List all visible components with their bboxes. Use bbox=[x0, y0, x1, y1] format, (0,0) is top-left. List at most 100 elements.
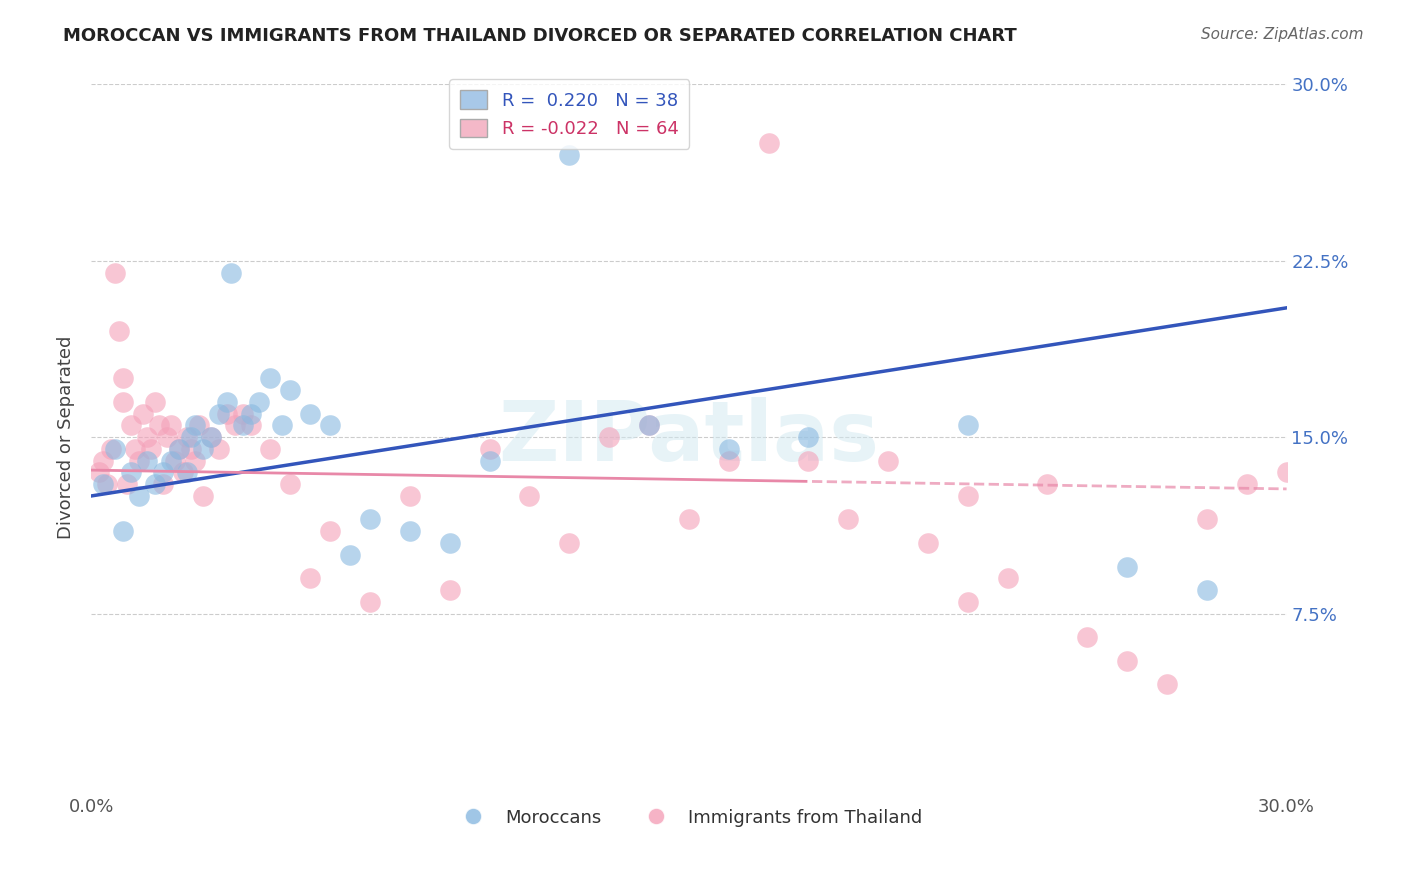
Point bbox=[280, 383, 302, 397]
Point bbox=[259, 442, 281, 456]
Point bbox=[143, 477, 166, 491]
Point bbox=[136, 453, 159, 467]
Point bbox=[176, 466, 198, 480]
Point bbox=[558, 536, 581, 550]
Point bbox=[163, 453, 186, 467]
Point bbox=[519, 489, 541, 503]
Point bbox=[259, 371, 281, 385]
Point bbox=[280, 477, 302, 491]
Point bbox=[678, 512, 700, 526]
Point bbox=[172, 466, 194, 480]
Point bbox=[439, 582, 461, 597]
Point bbox=[1315, 466, 1337, 480]
Point bbox=[96, 477, 118, 491]
Point bbox=[100, 442, 122, 456]
Point bbox=[558, 148, 581, 162]
Point bbox=[128, 453, 150, 467]
Point bbox=[148, 418, 170, 433]
Point bbox=[956, 418, 979, 433]
Point bbox=[956, 489, 979, 503]
Point bbox=[299, 407, 322, 421]
Point bbox=[91, 453, 114, 467]
Point bbox=[215, 395, 238, 409]
Point bbox=[219, 266, 242, 280]
Point bbox=[112, 524, 135, 539]
Point bbox=[1116, 654, 1139, 668]
Point bbox=[1195, 512, 1218, 526]
Point bbox=[247, 395, 270, 409]
Point bbox=[200, 430, 222, 444]
Point bbox=[478, 442, 501, 456]
Point bbox=[232, 418, 254, 433]
Point bbox=[717, 442, 740, 456]
Point bbox=[478, 453, 501, 467]
Point bbox=[439, 536, 461, 550]
Point bbox=[598, 430, 620, 444]
Point bbox=[136, 430, 159, 444]
Point bbox=[120, 418, 142, 433]
Point bbox=[1116, 559, 1139, 574]
Point bbox=[152, 466, 174, 480]
Point bbox=[191, 489, 214, 503]
Point bbox=[1076, 630, 1098, 644]
Point bbox=[208, 407, 231, 421]
Point bbox=[399, 524, 422, 539]
Point bbox=[997, 571, 1019, 585]
Text: MOROCCAN VS IMMIGRANTS FROM THAILAND DIVORCED OR SEPARATED CORRELATION CHART: MOROCCAN VS IMMIGRANTS FROM THAILAND DIV… bbox=[63, 27, 1017, 45]
Point bbox=[299, 571, 322, 585]
Point bbox=[758, 136, 780, 151]
Point bbox=[160, 418, 183, 433]
Point bbox=[239, 407, 262, 421]
Point bbox=[877, 453, 900, 467]
Point bbox=[797, 430, 820, 444]
Point bbox=[339, 548, 361, 562]
Point bbox=[1156, 677, 1178, 691]
Point bbox=[112, 371, 135, 385]
Point bbox=[184, 453, 207, 467]
Point bbox=[184, 418, 207, 433]
Legend: Moroccans, Immigrants from Thailand: Moroccans, Immigrants from Thailand bbox=[447, 801, 929, 834]
Point bbox=[638, 418, 661, 433]
Point bbox=[1236, 477, 1258, 491]
Point bbox=[956, 595, 979, 609]
Point bbox=[215, 407, 238, 421]
Point bbox=[638, 418, 661, 433]
Point bbox=[187, 418, 209, 433]
Point bbox=[224, 418, 246, 433]
Point bbox=[108, 324, 131, 338]
Text: ZIPatlas: ZIPatlas bbox=[498, 397, 879, 478]
Point bbox=[797, 453, 820, 467]
Point bbox=[115, 477, 138, 491]
Point bbox=[104, 442, 127, 456]
Point bbox=[124, 442, 146, 456]
Point bbox=[191, 442, 214, 456]
Point bbox=[152, 477, 174, 491]
Point bbox=[917, 536, 939, 550]
Point bbox=[319, 524, 342, 539]
Point bbox=[91, 477, 114, 491]
Point bbox=[180, 442, 202, 456]
Point bbox=[399, 489, 422, 503]
Point bbox=[271, 418, 294, 433]
Point bbox=[200, 430, 222, 444]
Point bbox=[359, 512, 381, 526]
Point bbox=[837, 512, 859, 526]
Point bbox=[167, 442, 190, 456]
Point bbox=[1036, 477, 1059, 491]
Point bbox=[232, 407, 254, 421]
Point bbox=[160, 453, 183, 467]
Point bbox=[239, 418, 262, 433]
Point bbox=[87, 466, 110, 480]
Point bbox=[359, 595, 381, 609]
Y-axis label: Divorced or Separated: Divorced or Separated bbox=[58, 335, 75, 539]
Text: Source: ZipAtlas.com: Source: ZipAtlas.com bbox=[1201, 27, 1364, 42]
Point bbox=[180, 430, 202, 444]
Point bbox=[128, 489, 150, 503]
Point bbox=[104, 266, 127, 280]
Point bbox=[139, 442, 162, 456]
Point bbox=[143, 395, 166, 409]
Point bbox=[167, 442, 190, 456]
Point bbox=[319, 418, 342, 433]
Point bbox=[1195, 582, 1218, 597]
Point bbox=[1275, 466, 1298, 480]
